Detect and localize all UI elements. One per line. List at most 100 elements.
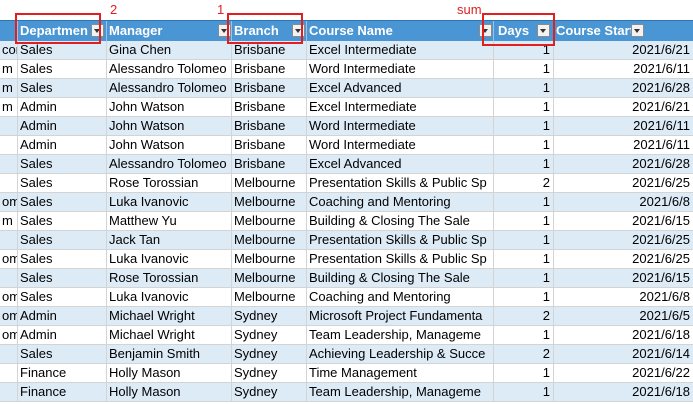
cell-manager[interactable]: Alessandro Tolomeo [107, 155, 232, 173]
cell-course-name[interactable]: Excel Advanced [307, 79, 494, 97]
cell-course-name[interactable]: Excel Advanced [307, 155, 494, 173]
table-row[interactable]: Admin John Watson Brisbane Word Intermediat… [0, 136, 693, 155]
cell-manager[interactable]: Michael Wright [107, 326, 232, 344]
cell-a[interactable] [0, 174, 18, 192]
cell-a[interactable]: m [0, 79, 18, 97]
cell-manager[interactable]: John Watson [107, 98, 232, 116]
cell-manager[interactable]: John Watson [107, 117, 232, 135]
cell-department[interactable]: Sales [18, 79, 107, 97]
cell-days[interactable]: 1 [494, 117, 554, 135]
cell-a[interactable]: m [0, 98, 18, 116]
cell-a[interactable] [0, 383, 18, 401]
cell-branch[interactable]: Melbourne [232, 193, 307, 211]
cell-department[interactable]: Sales [18, 41, 107, 59]
cell-days[interactable]: 1 [494, 193, 554, 211]
cell-manager[interactable]: Benjamin Smith [107, 345, 232, 363]
cell-days[interactable]: 1 [494, 98, 554, 116]
cell-department[interactable]: Sales [18, 269, 107, 287]
course-start-filter-dropdown-icon[interactable] [631, 24, 644, 37]
cell-branch[interactable]: Sydney [232, 326, 307, 344]
cell-a[interactable]: om [0, 193, 18, 211]
department-filter-dropdown-icon[interactable] [91, 24, 104, 37]
table-row[interactable]: Sales Rose Torossian Melbourne Presentation… [0, 174, 693, 193]
cell-course-name[interactable]: Team Leadership, Manageme [307, 383, 494, 401]
course-name-filter-dropdown-icon[interactable] [479, 24, 492, 37]
cell-course-name[interactable]: Presentation Skills & Public Sp [307, 231, 494, 249]
cell-course-name[interactable]: Team Leadership, Manageme [307, 326, 494, 344]
cell-days[interactable]: 1 [494, 136, 554, 154]
cell-manager[interactable]: Holly Mason [107, 364, 232, 382]
cell-days[interactable]: 1 [494, 250, 554, 268]
cell-department[interactable]: Admin [18, 98, 107, 116]
cell-days[interactable]: 1 [494, 326, 554, 344]
table-row[interactable]: Sales Rose Torossian Melbourne Building & C… [0, 269, 693, 288]
cell-course-start[interactable]: 2021/6/14 [632, 346, 690, 361]
cell-branch[interactable]: Sydney [232, 383, 307, 401]
cell-department[interactable]: Admin [18, 136, 107, 154]
cell-days[interactable]: 2 [494, 307, 554, 325]
cell-course-name[interactable]: Building & Closing The Sale [307, 212, 494, 230]
cell-a[interactable]: con [0, 41, 18, 59]
cell-course-name[interactable]: Microsoft Project Fundamenta [307, 307, 494, 325]
cell-days[interactable]: 2 [494, 174, 554, 192]
cell-manager[interactable]: Luka Ivanovic [107, 250, 232, 268]
table-row[interactable]: m Sales Alessandro Tolomeo Brisbane Word Int… [0, 60, 693, 79]
cell-a[interactable] [0, 269, 18, 287]
cell-course-start[interactable]: 2021/6/5 [639, 308, 690, 323]
cell-course-name[interactable]: Time Management [307, 364, 494, 382]
cell-branch[interactable]: Melbourne [232, 212, 307, 230]
cell-manager[interactable]: John Watson [107, 136, 232, 154]
cell-department[interactable]: Sales [18, 193, 107, 211]
cell-course-start[interactable]: 2021/6/21 [632, 42, 690, 57]
header-department[interactable]: Departmen [18, 21, 107, 41]
cell-course-start[interactable]: 2021/6/8 [639, 194, 690, 209]
cell-course-name[interactable]: Excel Intermediate [307, 41, 494, 59]
cell-a[interactable] [0, 231, 18, 249]
cell-a[interactable] [0, 364, 18, 382]
cell-department[interactable]: Finance [18, 364, 107, 382]
cell-days[interactable]: 1 [494, 383, 554, 401]
cell-manager[interactable]: Gina Chen [107, 41, 232, 59]
cell-days[interactable]: 1 [494, 212, 554, 230]
cell-days[interactable]: 1 [494, 269, 554, 287]
cell-days[interactable]: 1 [494, 364, 554, 382]
cell-course-start[interactable]: 2021/6/15 [632, 213, 690, 228]
days-filter-dropdown-icon[interactable] [537, 24, 550, 37]
table-row[interactable]: m Sales Matthew Yu Melbourne Building & Clos… [0, 212, 693, 231]
cell-course-start[interactable]: 2021/6/25 [632, 232, 690, 247]
cell-department[interactable]: Admin [18, 117, 107, 135]
header-course-start[interactable]: Course Start [554, 21, 693, 41]
cell-course-start[interactable]: 2021/6/11 [633, 61, 690, 76]
cell-branch[interactable]: Melbourne [232, 250, 307, 268]
header-course-name[interactable]: Course Name [307, 21, 494, 41]
table-row[interactable]: Sales Alessandro Tolomeo Brisbane Excel Adv… [0, 155, 693, 174]
cell-days[interactable]: 1 [494, 155, 554, 173]
cell-department[interactable]: Sales [18, 345, 107, 363]
cell-course-name[interactable]: Word Intermediate [307, 60, 494, 78]
cell-manager[interactable]: Alessandro Tolomeo [107, 60, 232, 78]
cell-department[interactable]: Sales [18, 288, 107, 306]
table-row[interactable]: omSalesLuka IvanovicMelbournePresentatio… [0, 250, 693, 269]
cell-course-start[interactable]: 2021/6/28 [632, 156, 690, 171]
cell-course-name[interactable]: Coaching and Mentoring [307, 193, 494, 211]
cell-branch[interactable]: Brisbane [232, 136, 307, 154]
cell-course-name[interactable]: Achieving Leadership & Succe [307, 345, 494, 363]
cell-days[interactable]: 2 [494, 345, 554, 363]
cell-manager[interactable]: Rose Torossian [107, 174, 232, 192]
cell-course-name[interactable]: Word Intermediate [307, 117, 494, 135]
cell-course-start[interactable]: 2021/6/18 [632, 384, 690, 399]
cell-days[interactable]: 1 [494, 288, 554, 306]
cell-course-name[interactable]: Word Intermediate [307, 136, 494, 154]
cell-days[interactable]: 1 [494, 41, 554, 59]
cell-course-name[interactable]: Building & Closing The Sale [307, 269, 494, 287]
header-manager[interactable]: Manager [107, 21, 232, 41]
cell-department[interactable]: Sales [18, 212, 107, 230]
table-row[interactable]: m Admin John Watson Brisbane Excel Intermedi… [0, 98, 693, 117]
cell-course-start[interactable]: 2021/6/8 [639, 289, 690, 304]
cell-branch[interactable]: Brisbane [232, 98, 307, 116]
cell-days[interactable]: 1 [494, 231, 554, 249]
cell-department[interactable]: Sales [18, 231, 107, 249]
